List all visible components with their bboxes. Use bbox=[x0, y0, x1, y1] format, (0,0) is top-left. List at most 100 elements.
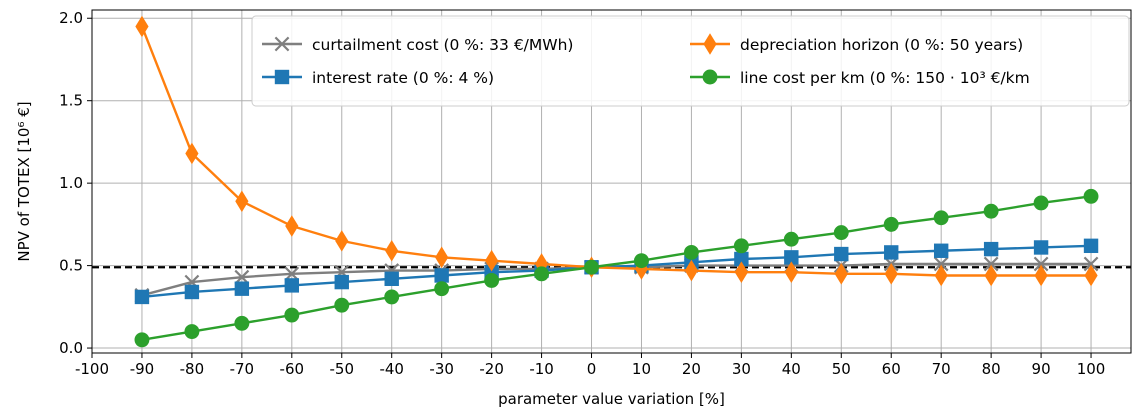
data-point-marker bbox=[884, 245, 899, 260]
x-tick-label: -30 bbox=[429, 360, 454, 378]
data-point-marker bbox=[984, 264, 998, 287]
data-point-marker bbox=[1083, 256, 1099, 272]
data-point-marker bbox=[702, 69, 718, 85]
data-point-marker bbox=[783, 231, 799, 247]
plot-frame bbox=[91, 9, 1132, 354]
data-point-marker bbox=[334, 297, 350, 313]
data-point-marker bbox=[834, 263, 848, 285]
legend-label: depreciation horizon (0 %: 50 years) bbox=[740, 36, 1023, 54]
x-tick-label: -70 bbox=[230, 360, 255, 378]
y-tick-label: 0.5 bbox=[59, 257, 83, 275]
data-point-marker bbox=[285, 215, 299, 237]
series-line bbox=[141, 195, 1092, 341]
data-point-marker bbox=[434, 281, 450, 297]
data-point-marker bbox=[1033, 195, 1049, 211]
data-point-marker bbox=[534, 266, 550, 282]
data-point-marker bbox=[933, 243, 949, 258]
x-axis-label: parameter value variation [%] bbox=[498, 390, 725, 408]
x-tick-label: 100 bbox=[1077, 360, 1106, 378]
data-point-marker bbox=[135, 15, 149, 38]
y-tick-label: 2.0 bbox=[59, 9, 83, 27]
data-point-marker bbox=[784, 250, 799, 265]
x-axis-ticks: -100 -90 -80 -70 -60 -50 -40 -30 -20 -10 0 10 20 30 40… bbox=[75, 353, 1105, 378]
x-tick-label: -100 bbox=[75, 360, 109, 378]
data-point-marker bbox=[335, 230, 349, 252]
data-point-marker bbox=[485, 249, 499, 272]
legend: curtailment cost (0 %: 33 €/MWh) interest… bbox=[251, 15, 1130, 107]
x-tick-label: 70 bbox=[932, 360, 951, 378]
y-tick-label: 1.0 bbox=[59, 174, 83, 192]
series-line bbox=[141, 244, 1092, 299]
x-tick-label: 80 bbox=[982, 360, 1001, 378]
x-tick-label: -80 bbox=[180, 360, 205, 378]
legend-label: curtailment cost (0 %: 33 €/MWh) bbox=[312, 36, 573, 54]
y-axis-label: NPV of TOTEX [10⁶ €] bbox=[15, 101, 33, 261]
data-point-marker bbox=[184, 284, 200, 300]
series-line bbox=[140, 26, 1092, 277]
data-point-marker bbox=[234, 281, 250, 296]
data-point-marker bbox=[733, 238, 749, 254]
series-circle bbox=[134, 188, 1099, 348]
data-point-marker bbox=[983, 203, 999, 219]
data-point-marker bbox=[734, 251, 749, 267]
data-point-marker bbox=[1083, 238, 1099, 254]
x-tick-label: -60 bbox=[280, 360, 305, 378]
x-tick-label: -50 bbox=[330, 360, 355, 378]
data-point-marker bbox=[833, 225, 849, 241]
data-point-marker bbox=[883, 216, 899, 232]
series-layer bbox=[134, 15, 1099, 348]
data-point-marker bbox=[274, 69, 290, 85]
data-point-marker bbox=[834, 246, 849, 262]
data-point-marker bbox=[235, 190, 249, 213]
x-tick-label: 30 bbox=[732, 360, 751, 378]
x-tick-label: 60 bbox=[882, 360, 901, 378]
legend-item: curtailment cost (0 %: 33 €/MWh) bbox=[262, 36, 573, 54]
data-point-marker bbox=[184, 324, 200, 340]
data-point-marker bbox=[274, 36, 290, 52]
data-point-marker bbox=[185, 142, 199, 165]
data-point-marker bbox=[334, 274, 349, 290]
data-point-marker bbox=[1083, 188, 1099, 204]
data-point-marker bbox=[384, 271, 399, 286]
legend-label: line cost per km (0 %: 150 · 10³ €/km bbox=[740, 69, 1030, 87]
data-point-marker bbox=[234, 315, 250, 331]
legend-label: interest rate (0 %: 4 %) bbox=[312, 69, 494, 87]
x-tick-label: 0 bbox=[587, 360, 597, 378]
data-point-marker bbox=[134, 289, 150, 305]
data-point-marker bbox=[634, 258, 649, 280]
x-tick-label: -40 bbox=[379, 360, 404, 378]
data-point-marker bbox=[1033, 240, 1049, 255]
data-point-marker bbox=[284, 278, 300, 293]
data-point-marker bbox=[1033, 256, 1049, 272]
series-square bbox=[134, 238, 1099, 305]
legend-item: depreciation horizon (0 %: 50 years) bbox=[690, 33, 1023, 55]
data-point-marker bbox=[734, 261, 748, 283]
y-tick-label: 1.5 bbox=[59, 92, 83, 110]
x-tick-label: -20 bbox=[479, 360, 504, 378]
x-tick-label: -10 bbox=[529, 360, 554, 378]
x-tick-label: -90 bbox=[130, 360, 155, 378]
data-point-marker bbox=[1034, 264, 1048, 287]
x-tick-label: 90 bbox=[1032, 360, 1051, 378]
data-point-marker bbox=[933, 256, 949, 272]
x-tick-label: 10 bbox=[632, 360, 651, 378]
data-point-marker bbox=[1084, 264, 1098, 287]
data-point-marker bbox=[684, 259, 699, 282]
data-point-marker bbox=[934, 264, 948, 287]
data-point-marker bbox=[703, 33, 717, 55]
data-point-marker bbox=[384, 289, 400, 305]
data-point-marker bbox=[435, 246, 449, 269]
legend-item: interest rate (0 %: 4 %) bbox=[262, 69, 494, 87]
x-tick-label: 20 bbox=[682, 360, 701, 378]
data-point-marker bbox=[584, 259, 599, 275]
data-point-marker bbox=[634, 253, 649, 269]
data-point-marker bbox=[933, 210, 949, 226]
data-point-marker bbox=[385, 239, 399, 262]
data-point-marker bbox=[434, 268, 449, 283]
x-tick-label: 40 bbox=[782, 360, 801, 378]
y-axis-ticks: 0.0 0.5 1.0 1.5 2.0 bbox=[59, 9, 92, 357]
data-point-marker bbox=[983, 241, 999, 257]
x-tick-label: 50 bbox=[832, 360, 851, 378]
data-point-marker bbox=[683, 244, 699, 260]
